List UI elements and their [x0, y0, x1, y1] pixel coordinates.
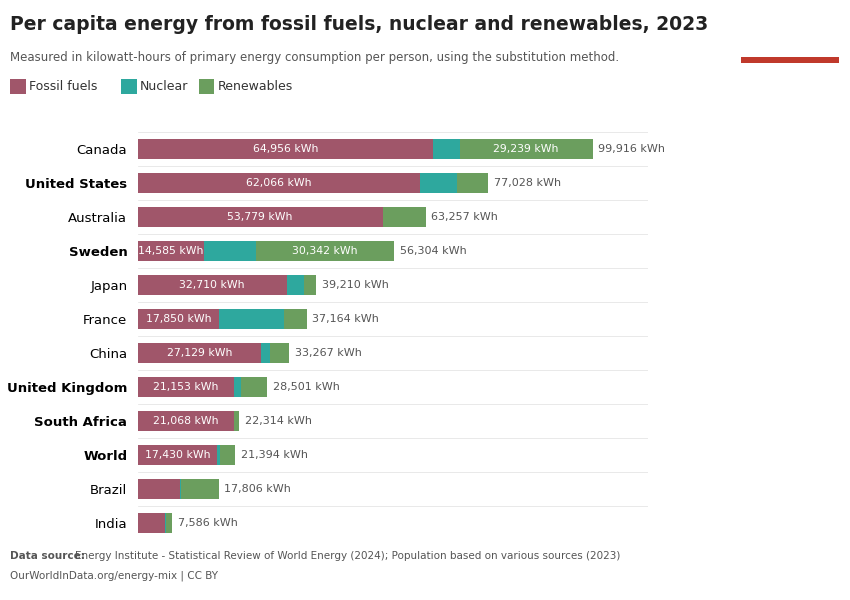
Bar — [382, 207, 426, 227]
Bar — [138, 241, 204, 261]
Bar — [138, 275, 286, 295]
Bar — [741, 56, 839, 63]
Bar — [220, 445, 235, 465]
Text: Our World: Our World — [760, 21, 819, 31]
Text: 64,956 kWh: 64,956 kWh — [253, 144, 318, 154]
Text: Data source:: Data source: — [10, 551, 88, 561]
Text: 14,585 kWh: 14,585 kWh — [139, 246, 204, 256]
Bar — [180, 479, 218, 499]
Bar — [138, 309, 219, 329]
Text: 63,257 kWh: 63,257 kWh — [431, 212, 498, 222]
Text: 17,430 kWh: 17,430 kWh — [144, 450, 210, 460]
Text: 29,239 kWh: 29,239 kWh — [493, 144, 558, 154]
Bar — [204, 241, 256, 261]
Text: Renewables: Renewables — [218, 80, 293, 92]
Text: 56,304 kWh: 56,304 kWh — [400, 246, 467, 256]
Text: Nuclear: Nuclear — [140, 80, 189, 92]
Bar — [460, 139, 592, 159]
Text: 33,267 kWh: 33,267 kWh — [295, 348, 361, 358]
Text: 77,028 kWh: 77,028 kWh — [494, 178, 561, 188]
Text: Measured in kilowatt-hours of primary energy consumption per person, using the s: Measured in kilowatt-hours of primary en… — [10, 51, 620, 64]
Text: 53,779 kWh: 53,779 kWh — [228, 212, 293, 222]
Text: 17,806 kWh: 17,806 kWh — [224, 484, 291, 494]
Bar — [241, 377, 268, 397]
Text: 99,916 kWh: 99,916 kWh — [598, 144, 666, 154]
Text: 37,164 kWh: 37,164 kWh — [313, 314, 379, 324]
Bar — [138, 513, 165, 533]
Text: 39,210 kWh: 39,210 kWh — [321, 280, 388, 290]
Text: Energy Institute - Statistical Review of World Energy (2024); Population based o: Energy Institute - Statistical Review of… — [75, 551, 620, 561]
Bar — [261, 343, 270, 363]
Text: 22,314 kWh: 22,314 kWh — [245, 416, 312, 426]
Bar — [138, 445, 217, 465]
Text: 32,710 kWh: 32,710 kWh — [179, 280, 245, 290]
Bar — [179, 479, 180, 499]
Text: 28,501 kWh: 28,501 kWh — [273, 382, 340, 392]
Bar — [166, 513, 173, 533]
Text: 21,068 kWh: 21,068 kWh — [153, 416, 218, 426]
Text: OurWorldInData.org/energy-mix | CC BY: OurWorldInData.org/energy-mix | CC BY — [10, 570, 218, 581]
Text: 7,586 kWh: 7,586 kWh — [178, 518, 238, 528]
Text: Per capita energy from fossil fuels, nuclear and renewables, 2023: Per capita energy from fossil fuels, nuc… — [10, 15, 708, 34]
Bar — [138, 377, 234, 397]
Bar — [138, 411, 234, 431]
Text: Fossil fuels: Fossil fuels — [29, 80, 97, 92]
Bar — [138, 479, 179, 499]
Text: 62,066 kWh: 62,066 kWh — [246, 178, 312, 188]
Text: 21,394 kWh: 21,394 kWh — [241, 450, 308, 460]
Bar — [219, 309, 285, 329]
Bar — [138, 343, 261, 363]
Text: 30,342 kWh: 30,342 kWh — [292, 246, 358, 256]
Bar — [434, 139, 460, 159]
Bar — [217, 445, 220, 465]
Bar — [286, 275, 304, 295]
Text: 27,129 kWh: 27,129 kWh — [167, 348, 232, 358]
Bar — [285, 309, 307, 329]
Bar — [138, 139, 434, 159]
Bar — [456, 173, 489, 193]
Bar — [234, 377, 241, 397]
Bar — [234, 411, 240, 431]
Bar — [420, 173, 456, 193]
Text: 21,153 kWh: 21,153 kWh — [153, 382, 218, 392]
Text: 17,850 kWh: 17,850 kWh — [145, 314, 211, 324]
Text: in Data: in Data — [768, 38, 811, 48]
Bar — [304, 275, 316, 295]
Bar — [165, 513, 166, 533]
Bar — [138, 207, 383, 227]
Bar — [256, 241, 394, 261]
Bar — [270, 343, 289, 363]
Bar — [138, 173, 420, 193]
